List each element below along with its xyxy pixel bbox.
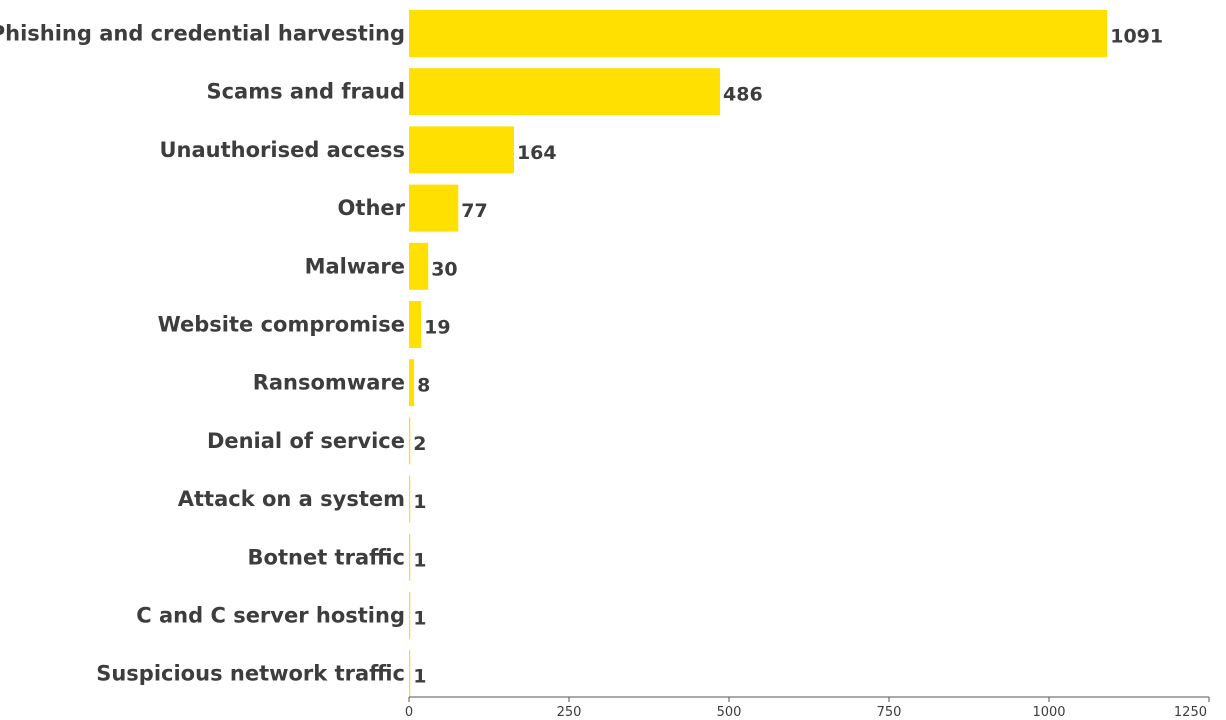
value-label: 1091 — [1110, 26, 1163, 48]
x-tick-label: 250 — [557, 705, 582, 720]
bar — [409, 475, 411, 523]
bar — [409, 184, 459, 232]
category-label: Other — [338, 196, 406, 220]
category-label: Ransomware — [253, 371, 405, 395]
bar — [409, 126, 514, 174]
bar — [409, 10, 1108, 57]
category-label: Suspicious network traffic — [96, 662, 405, 686]
value-label: 1 — [413, 608, 426, 630]
category-label: Attack on a system — [178, 487, 405, 511]
value-label: 1 — [413, 666, 426, 688]
bar — [409, 592, 411, 639]
category-label: Phishing and credential harvesting — [0, 22, 405, 46]
value-label: 30 — [431, 258, 457, 280]
bar — [409, 242, 429, 290]
category-label: Malware — [305, 254, 405, 278]
category-label: Website compromise — [158, 313, 405, 337]
x-tick-label: 0 — [405, 705, 413, 720]
x-axis-ticks: 0 250 500 750 1000 1250 — [405, 697, 1210, 720]
value-label: 164 — [517, 142, 557, 164]
value-label: 8 — [417, 375, 430, 397]
x-tick-label: 500 — [717, 705, 742, 720]
category-labels: Phishing and credential harvesting Scams … — [0, 22, 406, 686]
bar — [409, 301, 422, 348]
category-label: Denial of service — [207, 429, 405, 453]
bar — [409, 650, 411, 698]
value-label: 486 — [723, 84, 763, 106]
bar — [409, 359, 415, 407]
value-label: 77 — [461, 200, 487, 222]
category-label: Unauthorised access — [160, 138, 406, 162]
value-label: 2 — [413, 433, 426, 455]
x-tick-label: 1250 — [1174, 705, 1207, 720]
bar — [409, 68, 721, 116]
category-label: Scams and fraud — [206, 80, 405, 104]
bar — [409, 533, 411, 581]
x-tick-label: 1000 — [1032, 705, 1065, 720]
category-label: C and C server hosting — [136, 604, 405, 628]
value-label: 1 — [413, 491, 426, 513]
bar — [409, 417, 411, 465]
category-label: Botnet traffic — [248, 545, 405, 569]
x-tick-label: 750 — [877, 705, 902, 720]
value-labels: 1091 486 164 77 30 19 8 2 1 1 1 1 — [413, 26, 1163, 688]
bars-layer — [409, 10, 1108, 698]
value-label: 19 — [424, 317, 450, 339]
value-label: 1 — [413, 549, 426, 571]
